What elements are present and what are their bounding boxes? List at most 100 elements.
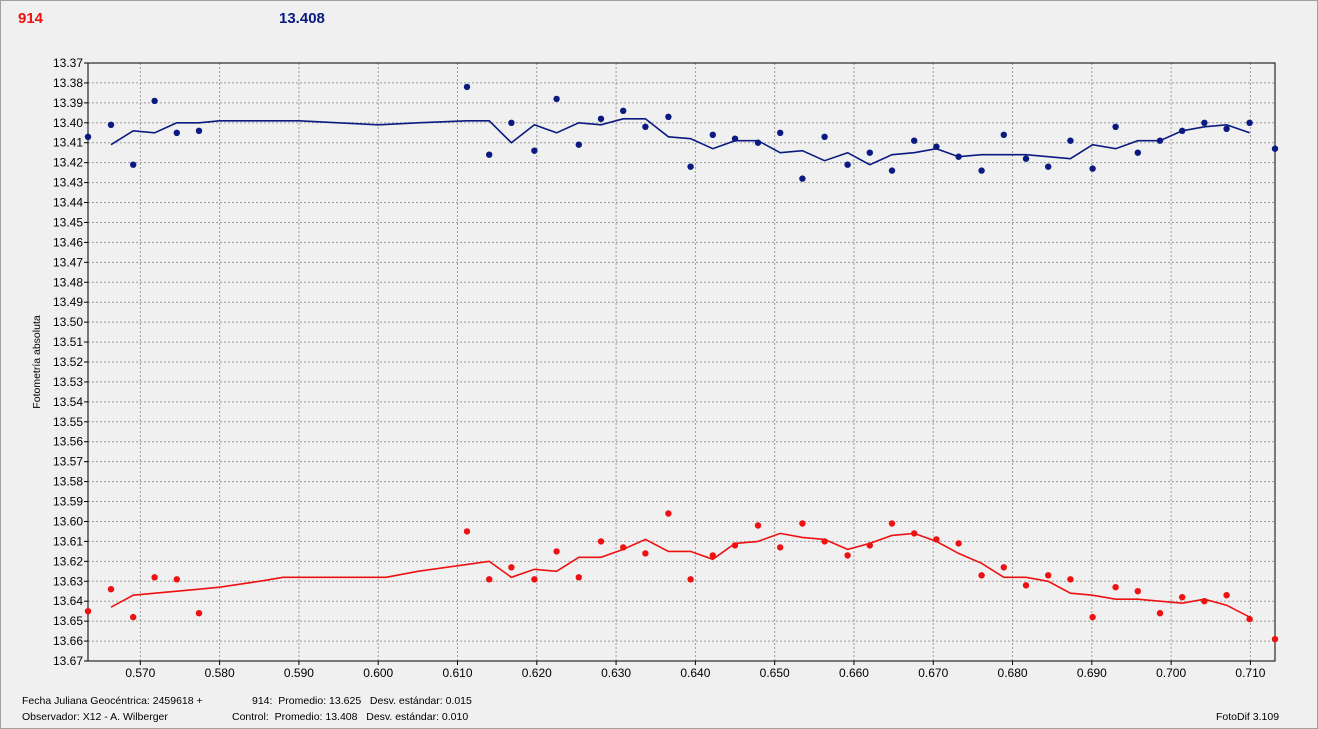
y-tick-label: 13.65 [53, 614, 83, 628]
target-data-point [463, 528, 471, 535]
x-tick-label: 0.570 [125, 666, 155, 680]
y-tick-label: 13.49 [53, 295, 83, 309]
target-data-point [620, 544, 627, 551]
control-data-point [1223, 125, 1230, 132]
control-data-point [173, 129, 180, 136]
control-data-point [130, 161, 137, 168]
x-tick-label: 0.710 [1235, 666, 1265, 680]
y-tick-label: 13.46 [53, 235, 83, 249]
y-tick-label: 13.66 [53, 634, 83, 648]
control-data-point [866, 149, 873, 156]
target-data-point [531, 576, 538, 583]
x-tick-label: 0.650 [760, 666, 790, 680]
target-data-point [799, 520, 806, 527]
target-data-point [1201, 598, 1208, 605]
target-data-point [508, 564, 515, 571]
control-stats: Control: Promedio: 13.408 Desv. estándar… [232, 711, 469, 723]
y-tick-label: 13.55 [53, 415, 83, 429]
target-data-point [1022, 582, 1030, 589]
y-tick-label: 13.41 [53, 136, 83, 150]
control-data-point [107, 121, 115, 128]
target-data-point [486, 576, 493, 583]
target-data-point [1067, 576, 1074, 583]
control-data-point [731, 135, 739, 142]
control-series [84, 83, 1279, 182]
y-tick-label: 13.37 [53, 56, 83, 70]
x-tick-label: 0.660 [839, 666, 869, 680]
x-tick-label: 0.680 [998, 666, 1028, 680]
control-data-point [1179, 127, 1186, 134]
x-tick-label: 0.670 [918, 666, 948, 680]
control-data-point [1067, 137, 1074, 144]
control-data-point [665, 113, 672, 121]
y-tick-label: 13.50 [53, 315, 83, 329]
control-data-point [1112, 123, 1119, 130]
target-data-point [195, 610, 203, 617]
target-data-point [933, 536, 940, 543]
target-trend-line [110, 532, 1250, 618]
target-data-point [777, 544, 784, 551]
x-tick-label: 0.590 [284, 666, 314, 680]
target-data-point [1246, 615, 1253, 623]
target-data-point [955, 540, 962, 547]
control-data-point [1156, 137, 1164, 144]
target-data-point [888, 520, 896, 527]
y-tick-label: 13.60 [53, 514, 83, 528]
target-data-point [1000, 564, 1007, 571]
y-tick-label: 13.51 [53, 335, 83, 349]
y-tick-label: 13.57 [53, 455, 83, 469]
y-tick-label: 13.47 [53, 255, 83, 269]
y-tick-label: 13.45 [53, 215, 83, 229]
target-data-point [130, 613, 137, 621]
target-data-point [1223, 592, 1230, 599]
control-data-point [620, 107, 627, 115]
control-data-point [844, 161, 851, 168]
target-series [84, 510, 1279, 643]
control-data-point [553, 95, 560, 103]
target-data-point [754, 522, 762, 529]
control-data-point [486, 151, 493, 158]
series [84, 83, 1279, 643]
x-tick-label: 0.580 [205, 666, 235, 680]
target-data-point [731, 542, 739, 549]
target-data-point [1045, 572, 1052, 579]
target-data-point [1089, 613, 1096, 621]
y-tick-label: 13.59 [53, 495, 83, 509]
y-tick-label: 13.38 [53, 76, 83, 90]
target-data-point [866, 542, 873, 549]
control-data-point [1134, 149, 1142, 156]
control-data-point [709, 131, 716, 138]
target-data-point [665, 510, 672, 517]
y-tick-label: 13.39 [53, 96, 83, 110]
control-data-point [777, 129, 784, 136]
control-data-point [799, 175, 806, 182]
y-tick-label: 13.48 [53, 275, 83, 289]
control-data-point [508, 119, 515, 127]
y-tick-label: 13.61 [53, 534, 83, 548]
control-data-point [687, 163, 694, 170]
x-tick-label: 0.700 [1156, 666, 1186, 680]
control-data-point [754, 139, 762, 146]
x-tick-label: 0.610 [442, 666, 472, 680]
y-tick-label: 13.58 [53, 475, 83, 489]
control-data-point [575, 141, 582, 148]
x-tick-label: 0.690 [1077, 666, 1107, 680]
y-tick-label: 13.53 [53, 375, 83, 389]
control-data-point [531, 147, 538, 154]
y-tick-label: 13.64 [53, 594, 83, 608]
y-tick-label: 13.54 [53, 395, 83, 409]
control-data-point [1246, 119, 1253, 127]
control-data-point [821, 133, 828, 140]
control-data-point [1022, 155, 1030, 162]
y-tick-label: 13.67 [53, 654, 83, 668]
control-data-point [463, 83, 471, 91]
control-data-point [1089, 165, 1096, 172]
target-data-point [978, 572, 985, 579]
target-data-point [1112, 584, 1119, 591]
control-data-point [1000, 131, 1007, 138]
control-data-point [642, 123, 649, 130]
control-data-point [933, 143, 940, 150]
target-data-point [687, 576, 694, 583]
y-tick-label: 13.40 [53, 116, 83, 130]
